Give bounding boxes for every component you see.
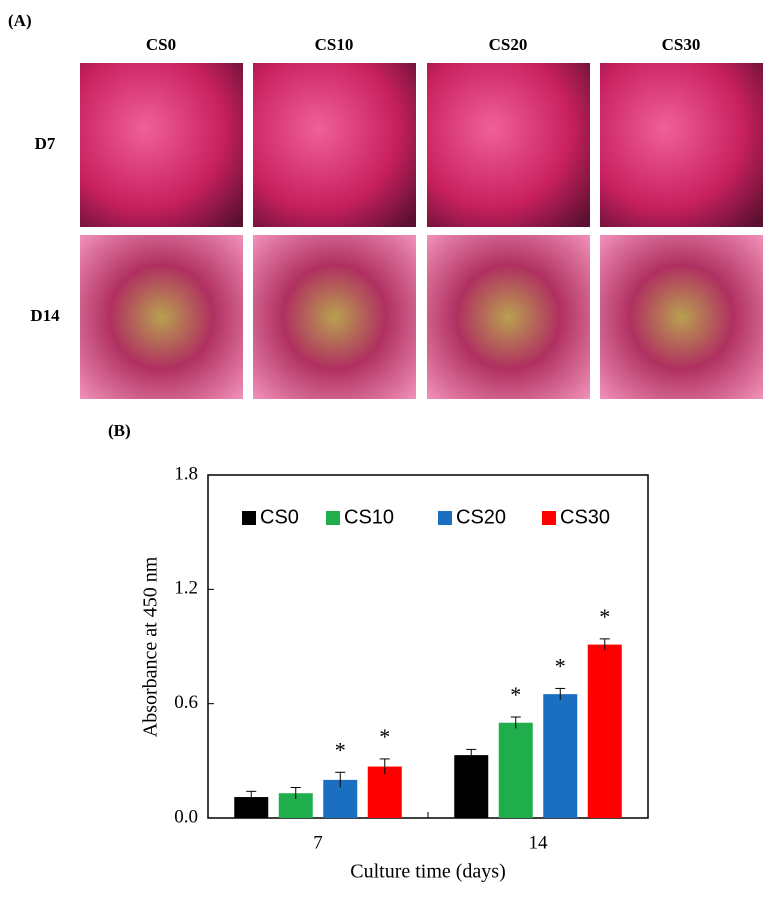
significance-mark: * <box>510 682 521 707</box>
x-axis-label: Culture time (days) <box>350 861 506 883</box>
legend-label: CS30 <box>560 506 610 528</box>
micrograph <box>253 63 416 227</box>
micrograph <box>253 235 416 399</box>
column-label: CS10 <box>315 35 354 54</box>
micrograph <box>600 235 763 399</box>
legend-label: CS10 <box>344 506 394 528</box>
x-tick-label: 14 <box>529 832 549 853</box>
y-tick-label: 0.6 <box>174 692 198 713</box>
column-label: CS0 <box>146 35 176 54</box>
bar <box>587 644 622 818</box>
y-tick-label: 0.0 <box>174 806 198 827</box>
bar <box>454 755 489 818</box>
legend-swatch <box>242 511 256 525</box>
column-label: CS30 <box>662 35 701 54</box>
y-tick-label: 1.8 <box>174 463 198 484</box>
significance-mark: * <box>599 604 610 629</box>
micrograph <box>80 63 243 227</box>
panel-label: (B) <box>108 421 131 440</box>
y-tick-label: 1.2 <box>174 578 198 599</box>
micrograph <box>427 63 590 227</box>
legend-swatch <box>438 511 452 525</box>
legend-label: CS20 <box>456 506 506 528</box>
row-label: D14 <box>30 306 60 325</box>
micrograph <box>600 63 763 227</box>
micrograph <box>80 235 243 399</box>
x-tick-label: 7 <box>313 832 323 853</box>
significance-mark: * <box>379 724 390 749</box>
bar <box>498 722 533 818</box>
legend-swatch <box>326 511 340 525</box>
micrograph <box>427 235 590 399</box>
y-axis-label: Absorbance at 450 nm <box>140 556 162 737</box>
bar <box>543 694 578 818</box>
row-label: D7 <box>35 134 56 153</box>
bar <box>367 766 402 818</box>
bar <box>234 797 269 818</box>
legend-label: CS0 <box>260 506 299 528</box>
significance-mark: * <box>335 737 346 762</box>
significance-mark: * <box>555 653 566 678</box>
column-label: CS20 <box>489 35 528 54</box>
panel-label: (A) <box>8 11 32 30</box>
legend-swatch <box>542 511 556 525</box>
